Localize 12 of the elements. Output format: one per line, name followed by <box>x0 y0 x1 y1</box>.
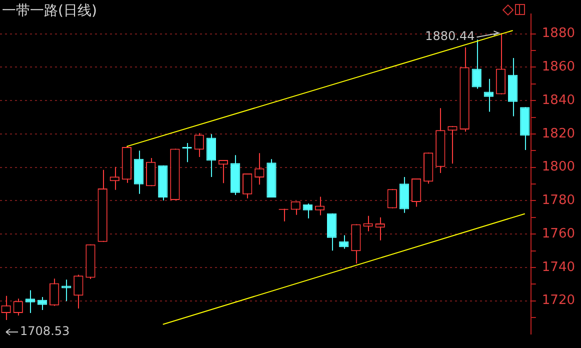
y-tick-label: 1880 <box>542 26 576 42</box>
chart-title: 一带一路(日线) <box>2 2 97 20</box>
y-tick-label: 1760 <box>542 226 576 242</box>
y-tick-label: 1720 <box>542 293 576 308</box>
y-tick-label: 1780 <box>542 193 576 208</box>
annotation: 1708.53 <box>20 324 70 338</box>
y-tick-label: 1860 <box>542 60 576 75</box>
y-tick-label: 1800 <box>542 160 576 175</box>
annotation: 1880.44 <box>425 29 475 44</box>
y-tick-label: 1820 <box>542 126 576 142</box>
y-tick-label: 1740 <box>542 260 576 275</box>
y-tick-label: 1840 <box>542 92 576 108</box>
